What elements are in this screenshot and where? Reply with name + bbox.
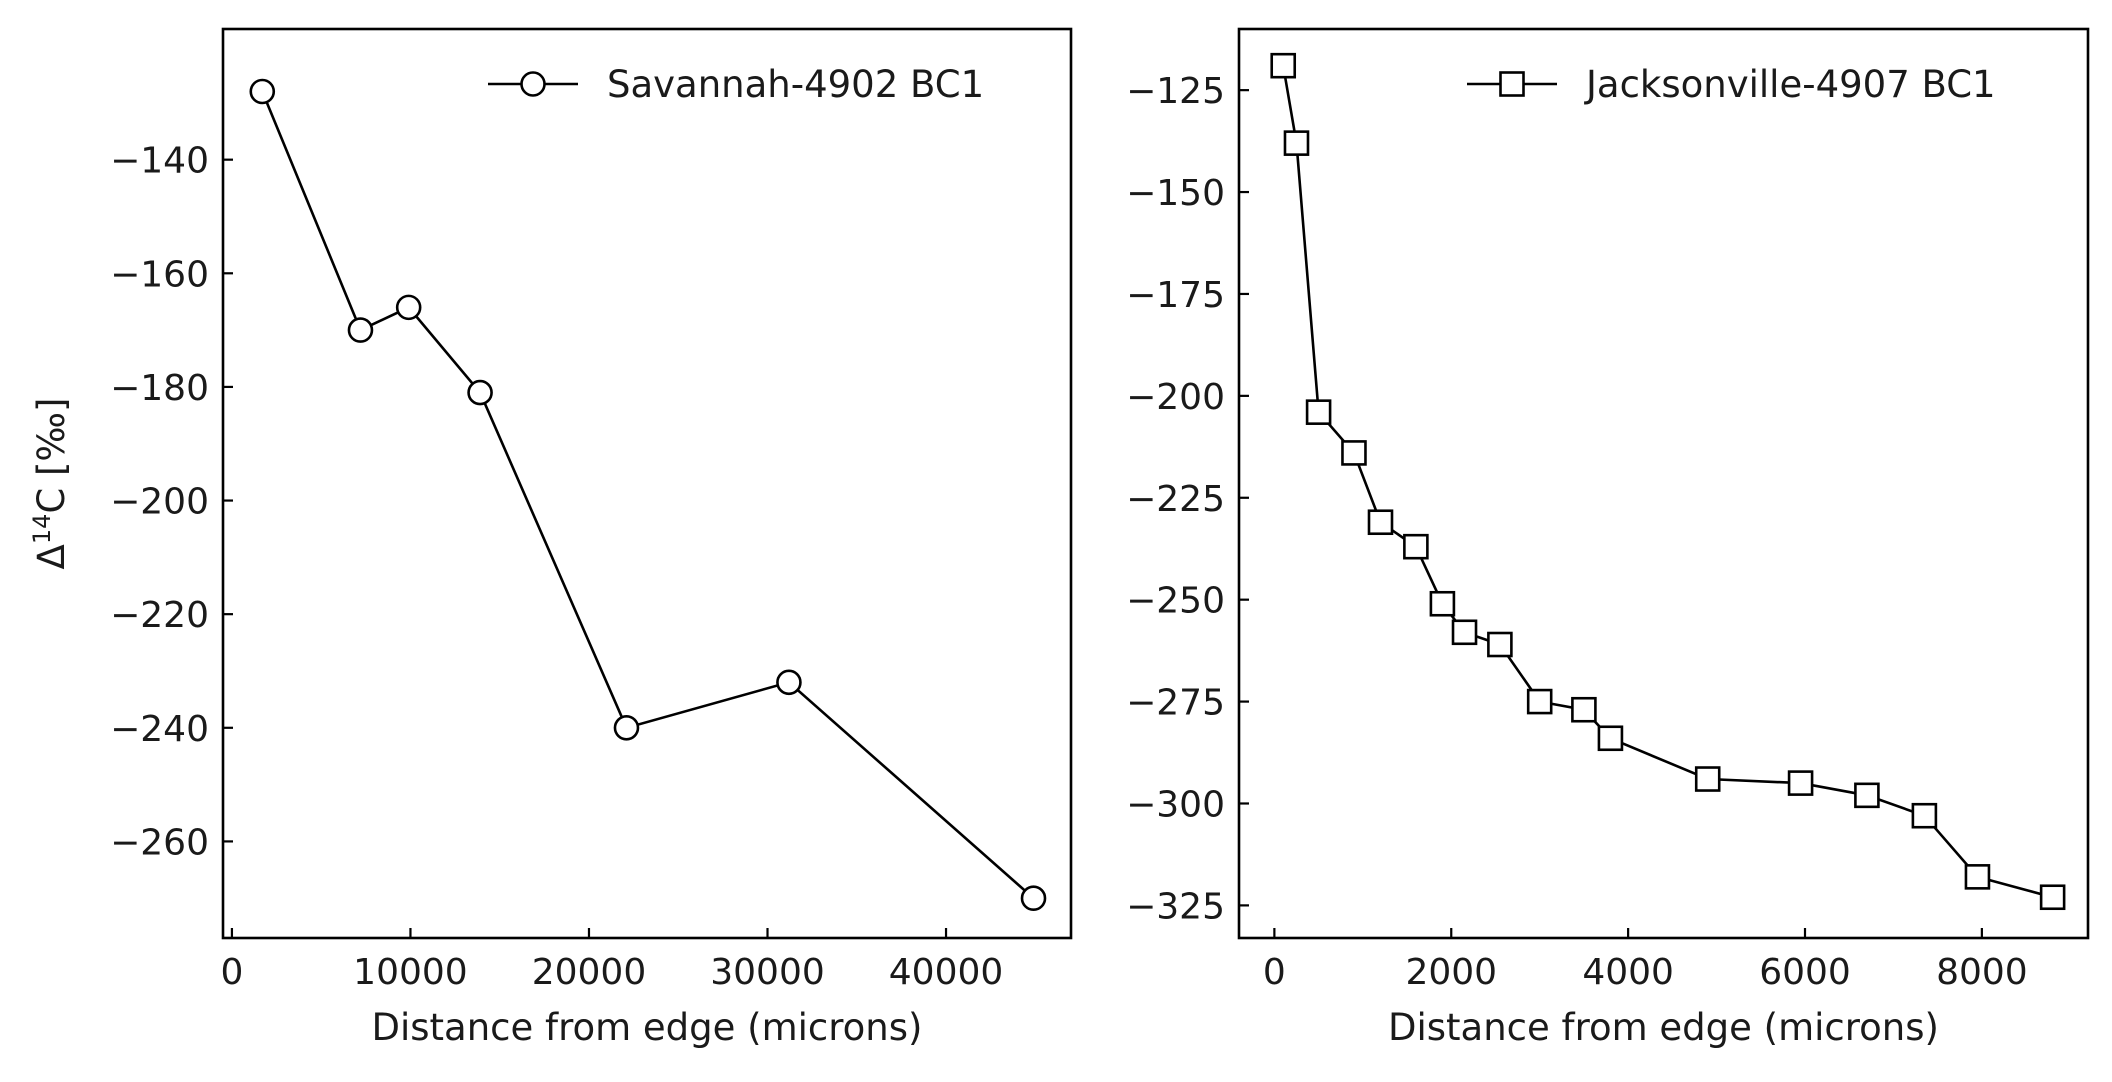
data-point — [249, 78, 276, 105]
data-point — [1403, 533, 1429, 560]
data-point — [1270, 52, 1297, 79]
y-tick-label: −180 — [110, 368, 209, 409]
x-tick-label: 10000 — [353, 952, 468, 993]
x-tick-label: 0 — [1263, 952, 1286, 993]
chart-panel-jacksonville: 0 2000 4000 6000 8000 −125 −150 −175 −200 −225 −25… — [1126, 27, 2090, 1049]
y-tick-label: −275 — [1126, 683, 1225, 724]
legend-marker — [1499, 71, 1525, 97]
data-point — [1451, 619, 1478, 646]
data-point — [1854, 782, 1880, 809]
y-tick-label: −160 — [110, 254, 209, 295]
x-tick-label: 6000 — [1759, 952, 1851, 993]
data-point — [1571, 696, 1597, 723]
y-tick-label: −260 — [110, 822, 209, 863]
plot-frame — [221, 27, 1073, 940]
data-point — [1367, 509, 1394, 536]
data-point — [776, 669, 802, 696]
x-tick-label: 30000 — [710, 952, 825, 993]
data-point — [1429, 590, 1456, 617]
y-tick-label: −200 — [110, 482, 209, 523]
x-tick-label: 4000 — [1582, 952, 1674, 993]
legend-marker — [520, 71, 546, 97]
data-point — [1526, 688, 1553, 715]
data-point — [1787, 770, 1814, 796]
y-tick-label: −325 — [1126, 886, 1225, 927]
data-point — [1305, 399, 1332, 425]
y-tick-label: −225 — [1126, 479, 1225, 520]
y-axis-label-superscript: 14 — [28, 514, 56, 545]
data-point — [1911, 802, 1938, 829]
x-tick-label: 2000 — [1405, 952, 1497, 993]
y-tick-label: −200 — [1126, 377, 1225, 418]
y-tick-label: −220 — [110, 595, 209, 636]
y-tick-label: −250 — [1126, 581, 1225, 622]
data-point — [1341, 440, 1367, 466]
x-axis-label: Distance from edge (microns) — [372, 1006, 923, 1049]
chart-panel-savannah: 0 10000 20000 30000 40000 −140 −160 −180 −200 −22… — [28, 27, 1073, 1049]
legend-label: Jacksonville-4907 BC1 — [1584, 63, 1996, 106]
plot-frame — [1237, 27, 2090, 940]
y-axis-label-base: Δ — [30, 544, 73, 569]
data-point — [1283, 130, 1310, 156]
data-point — [1597, 725, 1624, 752]
data-point — [1964, 864, 1991, 890]
y-tick-label: −125 — [1126, 71, 1225, 112]
y-tick-label: −300 — [1126, 784, 1225, 825]
y-axis-label-rest: C [‰] — [30, 398, 73, 514]
y-tick-label: −240 — [110, 709, 209, 750]
data-point — [613, 714, 640, 741]
data-point — [1020, 885, 1047, 912]
x-tick-label: 8000 — [1936, 952, 2028, 993]
series-line — [261, 91, 1035, 900]
data-point — [2039, 884, 2066, 911]
x-tick-label: 20000 — [532, 952, 647, 993]
x-tick-label: 0 — [220, 952, 243, 993]
y-tick-label: −140 — [110, 141, 209, 182]
data-point — [347, 317, 374, 343]
y-tick-label: −175 — [1126, 275, 1225, 316]
y-tick-label: −150 — [1126, 173, 1225, 214]
data-point — [467, 379, 493, 406]
series-line — [1281, 65, 2053, 899]
y-axis-label: Δ14C [‰] — [28, 398, 73, 570]
data-point — [1694, 766, 1721, 792]
legend-label: Savannah-4902 BC1 — [607, 63, 984, 106]
data-point — [395, 294, 422, 321]
x-tick-label: 40000 — [889, 952, 1004, 993]
x-axis-label: Distance from edge (microns) — [1388, 1006, 1939, 1049]
data-point — [1487, 631, 1513, 658]
